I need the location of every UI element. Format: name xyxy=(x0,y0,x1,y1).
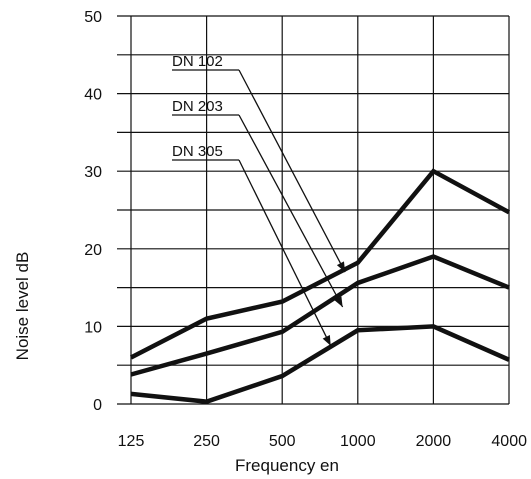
series-leader-line-1 xyxy=(238,69,346,273)
series-arrowhead-3 xyxy=(322,335,331,346)
series-leader-line-2 xyxy=(238,114,344,308)
series-label-layer: DN 102 DN 203 DN 305 xyxy=(172,53,346,347)
series-arrowhead-1 xyxy=(336,261,346,273)
x-tick-label: 500 xyxy=(269,433,296,450)
y-tick-label: 0 xyxy=(93,397,102,414)
y-tick-label: 50 xyxy=(84,9,102,26)
series-line-1 xyxy=(129,168,511,360)
series-label-2: DN 203 xyxy=(172,98,223,115)
y-tick-label: 20 xyxy=(84,242,102,259)
series-label-1: DN 102 xyxy=(172,53,223,70)
x-tick-label: 2000 xyxy=(416,433,452,450)
series-label-3: DN 305 xyxy=(172,143,223,160)
y-tick-label: 10 xyxy=(84,319,102,336)
x-tick-labels: 125 250 500 1000 2000 4000 xyxy=(118,433,527,450)
series-layer xyxy=(129,168,511,404)
x-tick-label: 125 xyxy=(118,433,145,450)
y-axis-label: Noise level dB xyxy=(13,252,32,361)
x-tick-label: 1000 xyxy=(340,433,376,450)
y-tick-labels: 0 10 20 30 40 50 xyxy=(84,9,102,414)
series-line-3 xyxy=(130,324,510,404)
y-tick-label: 30 xyxy=(84,164,102,181)
x-axis-label: Frequency en xyxy=(235,456,339,475)
series-line-2 xyxy=(130,254,510,377)
x-tick-label: 250 xyxy=(193,433,220,450)
y-tick-label: 40 xyxy=(84,87,102,104)
series-arrowhead-2 xyxy=(334,296,343,307)
series-leader-line-3 xyxy=(238,159,332,347)
x-tick-label: 4000 xyxy=(491,433,527,450)
